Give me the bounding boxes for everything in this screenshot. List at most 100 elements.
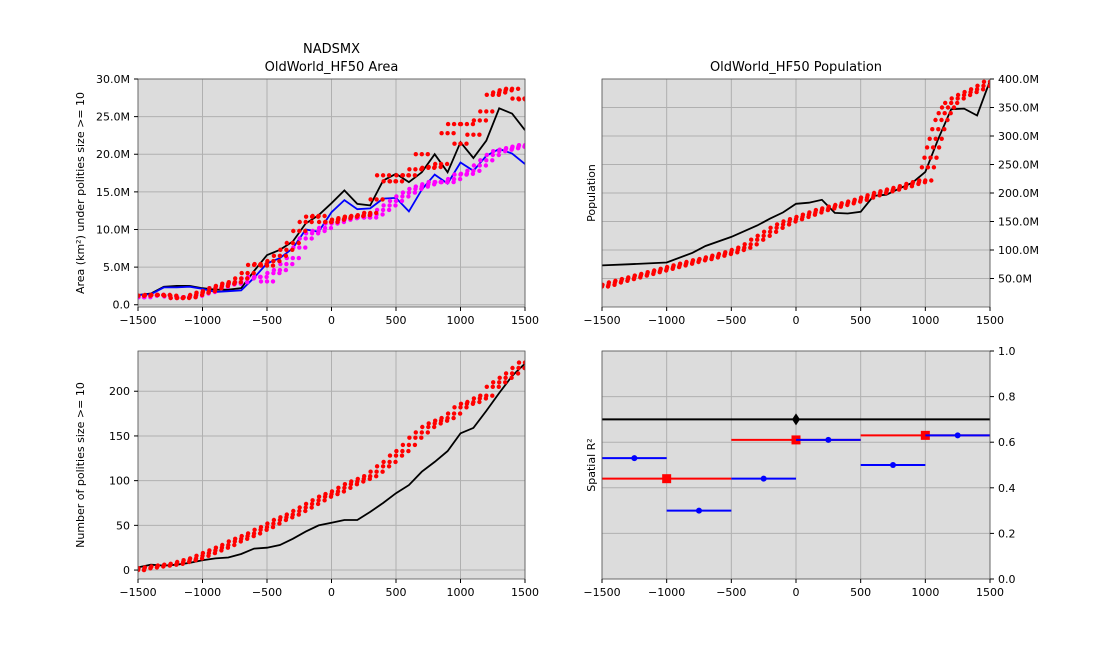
data-point [323,491,328,497]
chart-subtitle: OldWorld_HF50 Area [265,60,399,75]
data-point [374,464,380,469]
data-point [871,190,877,196]
x-tick-label: −500 [252,314,282,327]
y-tick-label: 0.4 [998,482,1016,495]
data-point [245,531,251,536]
data-point [478,393,483,398]
data-point [768,225,773,230]
x-tick-label: 500 [850,586,871,599]
data-point [303,501,309,507]
data-point [652,268,657,273]
data-point [393,179,399,184]
data-point [413,152,418,157]
data-point [910,180,916,185]
data-point [458,141,463,146]
chart-title: NADSMX [303,42,360,57]
data-point [381,203,386,208]
y-tick-label: 350.0M [998,102,1039,115]
data-point [484,92,489,98]
data-point [290,261,295,267]
area-chart: −1500 −1000 −500 0 500 1000 1500 0.0 5.0M 10.0M 15… [74,42,539,327]
data-point [399,453,405,458]
data-point [335,489,341,494]
data-point [380,173,386,178]
data-point [271,258,276,264]
data-point [296,512,301,517]
data-point [374,210,379,216]
data-point [497,147,502,152]
data-point [503,86,509,92]
data-point [522,365,525,371]
data-point [433,418,438,423]
data-point [933,117,938,123]
y-tick-label: 300.0M [998,130,1039,143]
data-point [386,207,392,213]
data-point [380,212,385,217]
data-point [710,253,715,258]
data-point [265,521,270,526]
data-point [303,505,308,510]
data-point [755,233,760,238]
data-point [509,371,515,376]
data-point [483,163,489,168]
data-point [962,89,967,95]
data-point [277,253,283,258]
data-point [406,173,412,178]
data-point [897,184,903,189]
data-point [767,229,773,234]
data-point [297,508,302,514]
data-point [394,194,399,199]
data-point [471,396,477,401]
data-point [742,242,747,247]
data-point [419,435,424,440]
data-point [213,545,219,550]
y-tick-label: 0.0 [113,299,131,312]
data-point [955,92,961,98]
data-point [220,542,225,548]
data-point [348,485,353,490]
dot-marker [825,436,832,443]
data-point [387,198,393,204]
data-point [387,203,392,208]
data-point [839,201,844,206]
data-point [349,479,354,484]
data-point [297,505,302,510]
data-point [943,100,948,106]
data-point [374,474,379,479]
data-point [484,393,489,398]
data-point [303,228,308,234]
data-point [387,179,393,184]
chart-title: OldWorld_HF50 Population [710,60,882,75]
data-point [930,127,935,132]
data-point [858,195,864,200]
data-point [458,171,464,176]
data-point [175,295,180,301]
x-tick-label: −500 [252,586,282,599]
data-point [297,219,302,225]
data-point [142,565,148,570]
x-tick-label: 1500 [511,314,539,327]
y-tick-label: 100 [109,475,130,488]
data-point [736,245,741,250]
data-point [773,229,779,234]
data-point [515,371,521,376]
data-point [387,453,393,458]
data-point [426,164,431,170]
data-point [639,271,644,277]
data-point [271,521,276,526]
data-point [284,240,289,246]
data-point [433,161,438,167]
data-point [465,132,470,137]
data-point [155,292,160,298]
data-point [400,442,406,448]
data-point [207,548,212,553]
data-point [426,424,431,430]
data-point [748,242,753,247]
data-point [213,283,219,289]
data-point [420,182,425,187]
data-point [484,158,489,163]
data-point [471,168,476,173]
data-point [162,293,167,298]
data-point [207,286,212,291]
